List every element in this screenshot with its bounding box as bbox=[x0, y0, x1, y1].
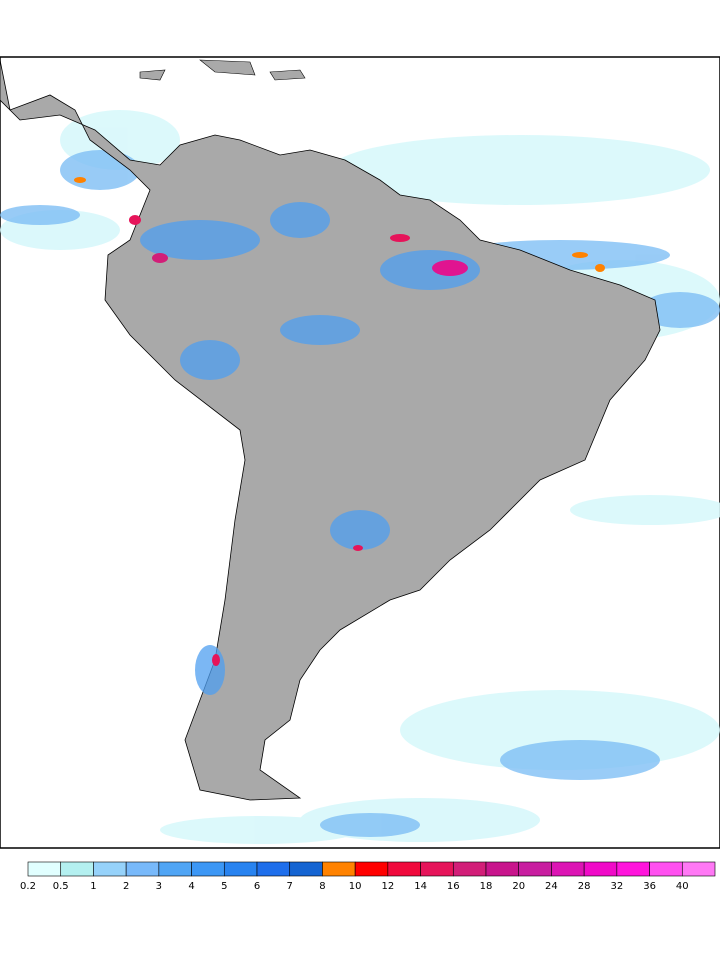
colorbar-label: 6 bbox=[254, 881, 260, 892]
colorbar-label: 16 bbox=[447, 881, 460, 892]
color-swatch bbox=[387, 861, 421, 877]
color-swatch bbox=[452, 861, 487, 877]
map bbox=[0, 56, 720, 849]
color-swatch bbox=[158, 861, 192, 877]
colorbar: 0.2 0.5 1 2 3 4 5 6 7 8 10 12 14 16 18 20 24 28 32 36 40 bbox=[20, 861, 716, 892]
colorbar-label: 40 bbox=[676, 881, 689, 892]
color-swatch bbox=[551, 861, 585, 877]
colorbar-label: 4 bbox=[188, 881, 194, 892]
colorbar-label: 2 bbox=[123, 881, 129, 892]
colorbar-label: 3 bbox=[156, 881, 162, 892]
colorbar-label: 0.2 bbox=[20, 881, 36, 892]
color-swatch bbox=[583, 861, 618, 877]
color-swatch bbox=[27, 861, 62, 877]
color-swatch bbox=[289, 861, 323, 877]
colorbar-label: 0.5 bbox=[53, 881, 69, 892]
colorbar-label: 12 bbox=[381, 881, 394, 892]
color-swatch bbox=[420, 861, 454, 877]
land-precip bbox=[140, 202, 480, 695]
colorbar-label: 18 bbox=[480, 881, 493, 892]
colorbar-label: 14 bbox=[414, 881, 427, 892]
color-swatch bbox=[223, 861, 258, 877]
heavy-precip bbox=[74, 177, 605, 666]
color-swatch bbox=[616, 861, 650, 877]
color-swatch bbox=[125, 861, 160, 877]
color-swatch bbox=[354, 861, 389, 877]
color-swatch bbox=[322, 861, 356, 877]
color-swatch bbox=[60, 861, 94, 877]
colorbar-label: 8 bbox=[319, 881, 325, 892]
color-swatch bbox=[485, 861, 520, 877]
colorbar-label: 20 bbox=[512, 881, 525, 892]
colorbar-label: 32 bbox=[610, 881, 623, 892]
islands bbox=[139, 59, 306, 81]
color-swatch bbox=[681, 861, 716, 877]
color-swatch bbox=[93, 861, 127, 877]
colorbar-label: 10 bbox=[349, 881, 362, 892]
colorbar-label: 5 bbox=[221, 881, 227, 892]
color-swatch bbox=[191, 861, 225, 877]
colorbar-label: 28 bbox=[578, 881, 591, 892]
colorbar-label: 36 bbox=[643, 881, 656, 892]
colorbar-label: 24 bbox=[545, 881, 558, 892]
color-swatch bbox=[256, 861, 291, 877]
colorbar-label: 7 bbox=[287, 881, 293, 892]
colorbar-label: 1 bbox=[90, 881, 96, 892]
color-swatch bbox=[518, 861, 552, 877]
color-swatch bbox=[649, 861, 683, 877]
